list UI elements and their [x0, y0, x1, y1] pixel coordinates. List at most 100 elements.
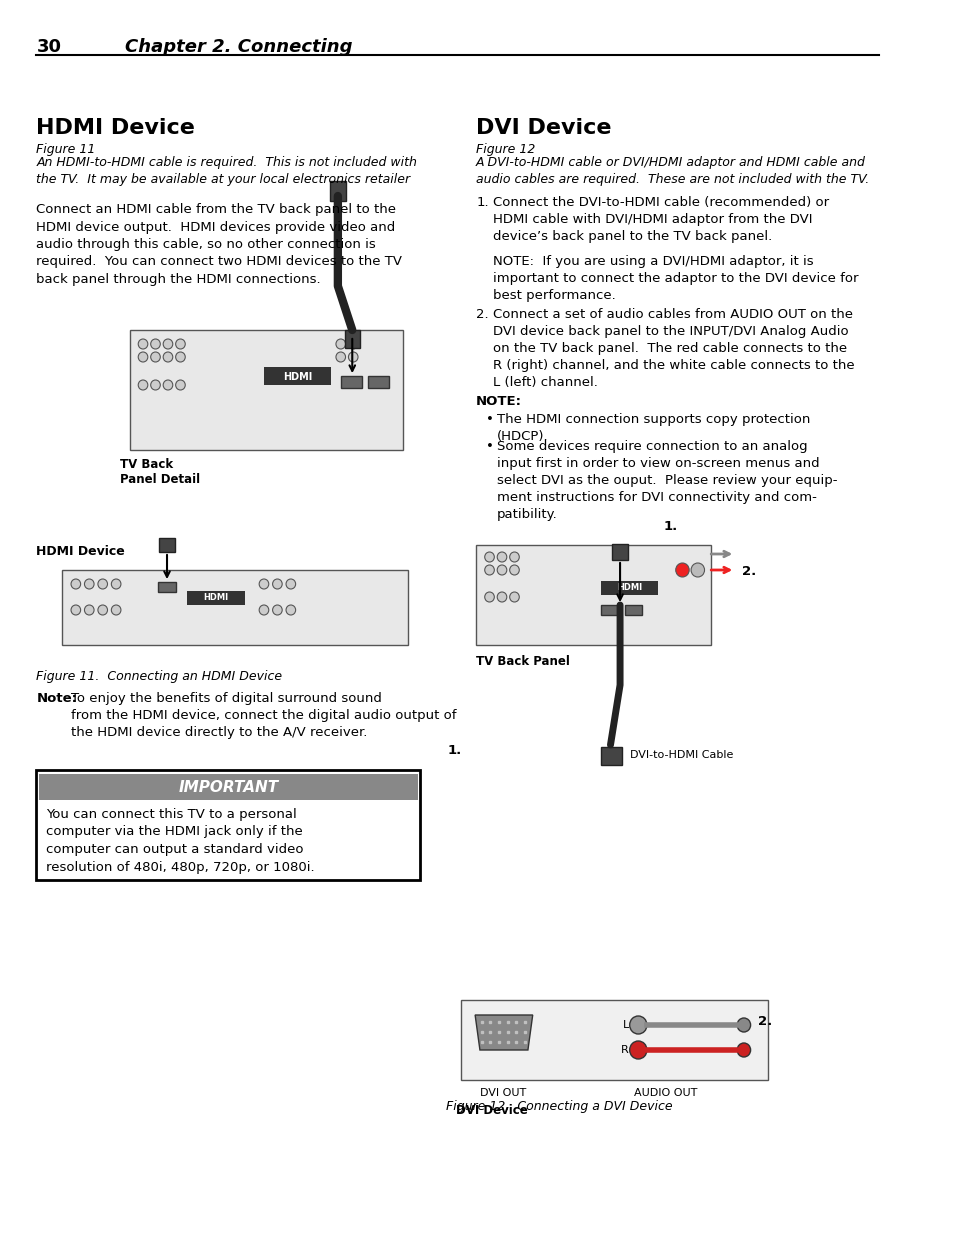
Text: HDMI Device: HDMI Device — [36, 545, 125, 558]
Circle shape — [286, 605, 295, 615]
Text: A DVI-to-HDMI cable or DVI/HDMI adaptor and HDMI cable and
audio cables are requ: A DVI-to-HDMI cable or DVI/HDMI adaptor … — [476, 156, 868, 186]
Text: HDMI: HDMI — [203, 594, 229, 603]
Text: TV Back Panel: TV Back Panel — [476, 655, 569, 668]
Circle shape — [112, 605, 121, 615]
Circle shape — [71, 605, 81, 615]
Bar — [344, 330, 359, 348]
Text: DVI OUT: DVI OUT — [479, 1088, 526, 1098]
Bar — [600, 580, 658, 595]
Circle shape — [484, 592, 494, 601]
Bar — [600, 747, 621, 764]
Circle shape — [175, 352, 185, 362]
Circle shape — [497, 564, 506, 576]
Circle shape — [335, 352, 345, 362]
Circle shape — [151, 352, 160, 362]
Circle shape — [484, 564, 494, 576]
Text: Figure 12: Figure 12 — [476, 143, 535, 156]
Bar — [187, 592, 245, 605]
Text: 1.: 1. — [476, 196, 488, 209]
Text: •: • — [485, 412, 493, 426]
Circle shape — [675, 563, 688, 577]
Text: The HDMI connection supports copy protection
(HDCP).: The HDMI connection supports copy protec… — [497, 412, 810, 443]
Circle shape — [175, 338, 185, 350]
Circle shape — [85, 579, 94, 589]
Text: HDMI: HDMI — [617, 583, 641, 593]
Text: DVI Device: DVI Device — [476, 119, 611, 138]
Circle shape — [112, 579, 121, 589]
Text: To enjoy the benefits of digital surround sound
from the HDMI device, connect th: To enjoy the benefits of digital surroun… — [71, 692, 456, 739]
Text: 2.: 2. — [758, 1015, 772, 1028]
Circle shape — [690, 563, 704, 577]
FancyBboxPatch shape — [130, 330, 403, 450]
Text: 2.: 2. — [741, 564, 756, 578]
Text: Chapter 2. Connecting: Chapter 2. Connecting — [125, 38, 352, 56]
Circle shape — [509, 552, 518, 562]
Circle shape — [509, 592, 518, 601]
Text: 1.: 1. — [662, 520, 677, 534]
Circle shape — [286, 579, 295, 589]
Text: IMPORTANT: IMPORTANT — [178, 779, 278, 794]
Text: DVI-to-HDMI Cable: DVI-to-HDMI Cable — [629, 750, 732, 760]
Text: DVI Device: DVI Device — [456, 1104, 527, 1116]
Text: •: • — [485, 440, 493, 453]
Text: L: L — [621, 1020, 628, 1030]
Circle shape — [335, 338, 345, 350]
Bar — [36, 769, 420, 881]
Text: You can connect this TV to a personal
computer via the HDMI jack only if the
com: You can connect this TV to a personal co… — [46, 808, 314, 873]
Circle shape — [85, 605, 94, 615]
Bar — [612, 543, 627, 559]
Text: TV Back
Panel Detail: TV Back Panel Detail — [120, 458, 200, 487]
Circle shape — [737, 1044, 750, 1057]
Circle shape — [497, 592, 506, 601]
Bar — [600, 605, 618, 615]
Text: 1.: 1. — [447, 743, 461, 757]
Text: Figure 11: Figure 11 — [36, 143, 95, 156]
FancyBboxPatch shape — [460, 1000, 767, 1079]
Bar — [367, 375, 388, 388]
Circle shape — [98, 579, 108, 589]
Circle shape — [273, 605, 282, 615]
Circle shape — [151, 380, 160, 390]
Text: HDMI: HDMI — [283, 372, 312, 382]
Circle shape — [629, 1041, 646, 1058]
Circle shape — [259, 605, 269, 615]
Circle shape — [259, 579, 269, 589]
Text: 2.: 2. — [476, 308, 488, 321]
Text: HDMI Device: HDMI Device — [36, 119, 195, 138]
Circle shape — [98, 605, 108, 615]
Text: 30: 30 — [36, 38, 61, 56]
Circle shape — [497, 552, 506, 562]
Circle shape — [737, 1018, 750, 1032]
Bar — [39, 774, 417, 800]
Text: AUDIO OUT: AUDIO OUT — [633, 1088, 696, 1098]
Text: NOTE:  If you are using a DVI/HDMI adaptor, it is
important to connect the adapt: NOTE: If you are using a DVI/HDMI adapto… — [493, 254, 858, 303]
Bar — [159, 538, 174, 552]
Circle shape — [138, 352, 148, 362]
Text: Figure 12.  Connecting a DVI Device: Figure 12. Connecting a DVI Device — [446, 1100, 672, 1113]
FancyBboxPatch shape — [476, 545, 711, 645]
Circle shape — [163, 338, 172, 350]
Circle shape — [175, 380, 185, 390]
Bar — [624, 605, 641, 615]
Bar — [330, 182, 345, 201]
Circle shape — [138, 380, 148, 390]
Text: An HDMI-to-HDMI cable is required.  This is not included with
the TV.  It may be: An HDMI-to-HDMI cable is required. This … — [36, 156, 416, 186]
Polygon shape — [475, 1015, 532, 1050]
Circle shape — [509, 564, 518, 576]
Bar — [340, 375, 361, 388]
Bar — [158, 582, 175, 592]
Text: R: R — [620, 1045, 628, 1055]
Circle shape — [348, 338, 357, 350]
Circle shape — [151, 338, 160, 350]
Text: Some devices require connection to an analog
input first in order to view on-scr: Some devices require connection to an an… — [497, 440, 837, 521]
Circle shape — [629, 1016, 646, 1034]
Text: Connect the DVI-to-HDMI cable (recommended) or
HDMI cable with DVI/HDMI adaptor : Connect the DVI-to-HDMI cable (recommend… — [493, 196, 828, 243]
Circle shape — [138, 338, 148, 350]
Bar — [264, 367, 331, 385]
Circle shape — [348, 352, 357, 362]
Text: Connect a set of audio cables from AUDIO OUT on the
DVI device back panel to the: Connect a set of audio cables from AUDIO… — [493, 308, 854, 389]
Circle shape — [163, 352, 172, 362]
Circle shape — [484, 552, 494, 562]
Text: Figure 11.  Connecting an HDMI Device: Figure 11. Connecting an HDMI Device — [36, 671, 282, 683]
FancyBboxPatch shape — [62, 571, 408, 645]
